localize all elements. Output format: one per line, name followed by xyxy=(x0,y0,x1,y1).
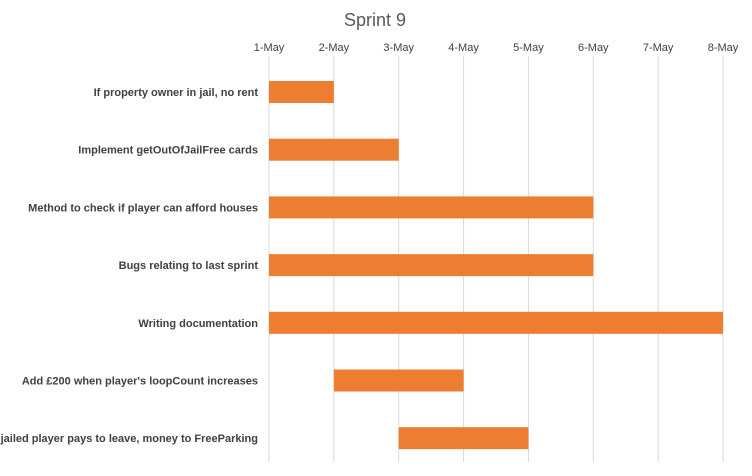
task-label: Bugs relating to last sprint xyxy=(119,260,259,272)
x-tick-label: 3-May xyxy=(383,42,414,54)
task-bar xyxy=(269,254,594,277)
x-tick-label: 7-May xyxy=(643,42,674,54)
task-labels: If property owner in jail, no rent Implem… xyxy=(0,87,258,445)
x-tick-label: 8-May xyxy=(708,42,739,54)
task-bar xyxy=(269,196,594,219)
task-bar xyxy=(269,138,399,161)
task-label: Add £200 when player's loopCount increas… xyxy=(22,376,258,388)
task-bar xyxy=(269,81,334,103)
x-tick-label: 6-May xyxy=(578,42,609,54)
task-label: If jailed player pays to leave, money to… xyxy=(0,433,258,445)
x-tick-label: 4-May xyxy=(448,42,479,54)
task-bar xyxy=(398,427,529,450)
task-bar xyxy=(333,369,464,392)
task-label: Implement getOutOfJailFree cards xyxy=(78,145,258,157)
task-label: Writing documentation xyxy=(138,318,258,330)
task-bars xyxy=(269,81,723,450)
x-tick-label: 1-May xyxy=(254,42,285,54)
chart-title: Sprint 9 xyxy=(344,10,406,30)
x-axis-tick-labels: 1-May 2-May 3-May 4-May 5-May 6-May 7-May 8-May xyxy=(254,42,739,54)
x-tick-label: 5-May xyxy=(513,42,544,54)
x-tick-label: 2-May xyxy=(319,42,350,54)
task-label: Method to check if player can afford hou… xyxy=(28,202,258,214)
task-bar xyxy=(269,311,723,334)
task-label: If property owner in jail, no rent xyxy=(94,87,259,99)
